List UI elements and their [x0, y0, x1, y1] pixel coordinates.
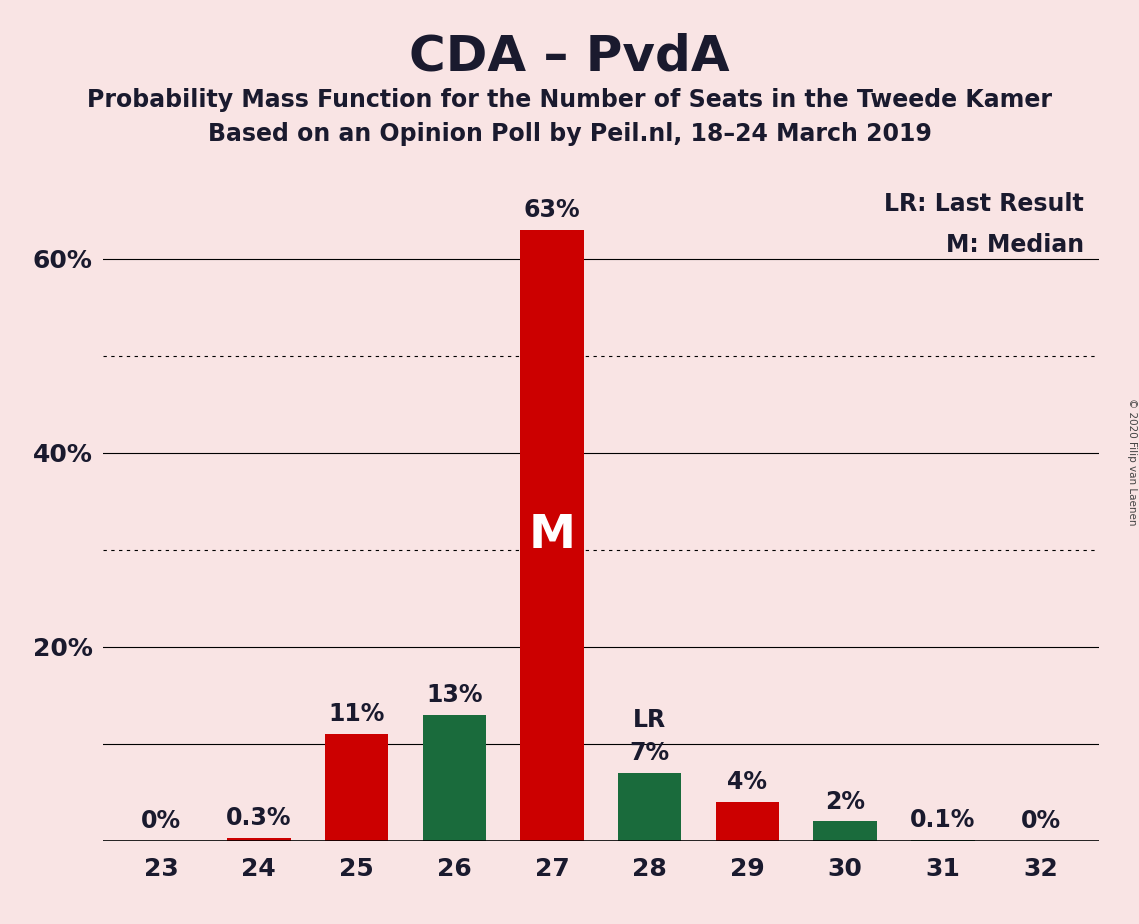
Bar [521, 230, 583, 841]
Text: © 2020 Filip van Laenen: © 2020 Filip van Laenen [1126, 398, 1137, 526]
Text: 0%: 0% [1021, 809, 1060, 833]
Text: 13%: 13% [426, 683, 483, 707]
Text: CDA – PvdA: CDA – PvdA [409, 32, 730, 80]
Text: 7%: 7% [630, 741, 670, 765]
Bar [325, 735, 388, 841]
Text: 2%: 2% [825, 790, 866, 814]
Bar [813, 821, 877, 841]
Bar [227, 838, 290, 841]
Bar [618, 772, 681, 841]
Text: 0%: 0% [141, 809, 181, 833]
Text: M: Median: M: Median [947, 233, 1084, 257]
Text: 0.1%: 0.1% [910, 808, 975, 833]
Bar [423, 715, 486, 841]
Text: Probability Mass Function for the Number of Seats in the Tweede Kamer: Probability Mass Function for the Number… [87, 88, 1052, 112]
Text: M: M [528, 513, 575, 558]
Bar [911, 840, 975, 841]
Text: 4%: 4% [728, 771, 768, 795]
Text: 11%: 11% [328, 702, 385, 726]
Text: 0.3%: 0.3% [227, 806, 292, 830]
Bar [715, 802, 779, 841]
Text: Based on an Opinion Poll by Peil.nl, 18–24 March 2019: Based on an Opinion Poll by Peil.nl, 18–… [207, 122, 932, 146]
Text: LR: Last Result: LR: Last Result [885, 192, 1084, 216]
Text: LR: LR [633, 708, 666, 732]
Text: 63%: 63% [524, 198, 580, 222]
